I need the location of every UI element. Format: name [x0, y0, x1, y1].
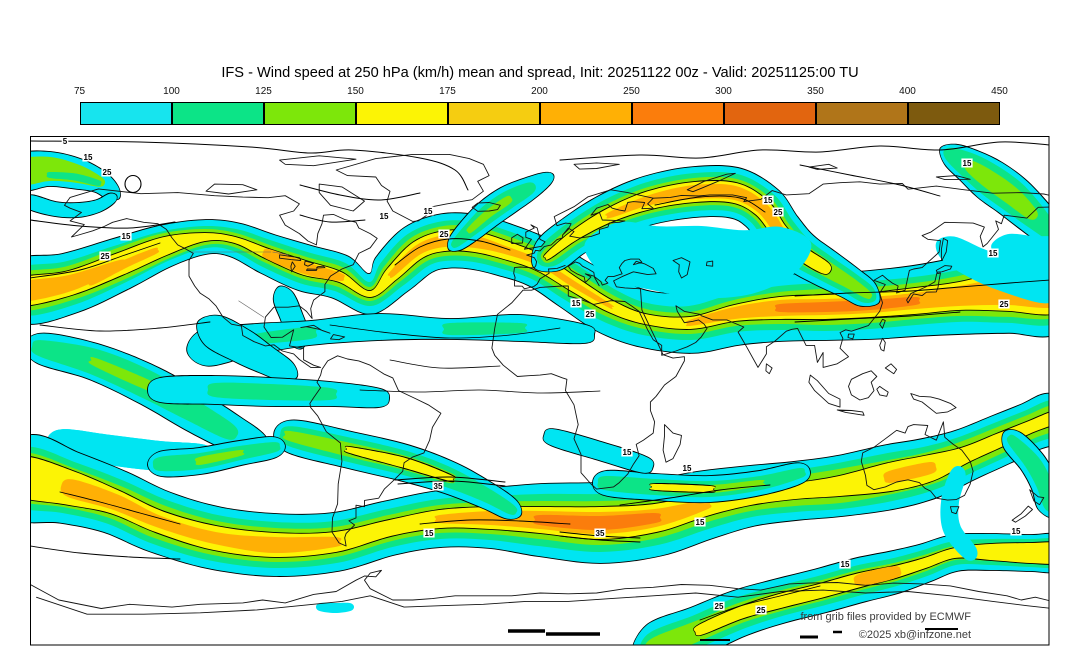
- svg-text:15: 15: [683, 464, 692, 473]
- svg-text:25: 25: [440, 230, 449, 239]
- svg-text:35: 35: [434, 482, 443, 491]
- svg-text:25: 25: [774, 208, 783, 217]
- svg-text:25: 25: [757, 606, 766, 615]
- svg-text:15: 15: [623, 448, 632, 457]
- svg-text:25: 25: [103, 168, 112, 177]
- svg-text:25: 25: [101, 252, 110, 261]
- svg-text:15: 15: [424, 207, 433, 216]
- svg-text:5: 5: [63, 137, 68, 146]
- svg-text:15: 15: [572, 299, 581, 308]
- svg-text:15: 15: [122, 232, 131, 241]
- svg-text:15: 15: [989, 249, 998, 258]
- svg-text:15: 15: [696, 518, 705, 527]
- svg-text:15: 15: [425, 529, 434, 538]
- svg-text:25: 25: [1000, 300, 1009, 309]
- svg-text:25: 25: [715, 602, 724, 611]
- svg-text:35: 35: [596, 529, 605, 538]
- svg-text:15: 15: [963, 159, 972, 168]
- svg-text:15: 15: [380, 212, 389, 221]
- svg-text:15: 15: [1012, 527, 1021, 536]
- svg-text:15: 15: [764, 196, 773, 205]
- svg-text:15: 15: [841, 560, 850, 569]
- svg-text:15: 15: [84, 153, 93, 162]
- svg-text:25: 25: [586, 310, 595, 319]
